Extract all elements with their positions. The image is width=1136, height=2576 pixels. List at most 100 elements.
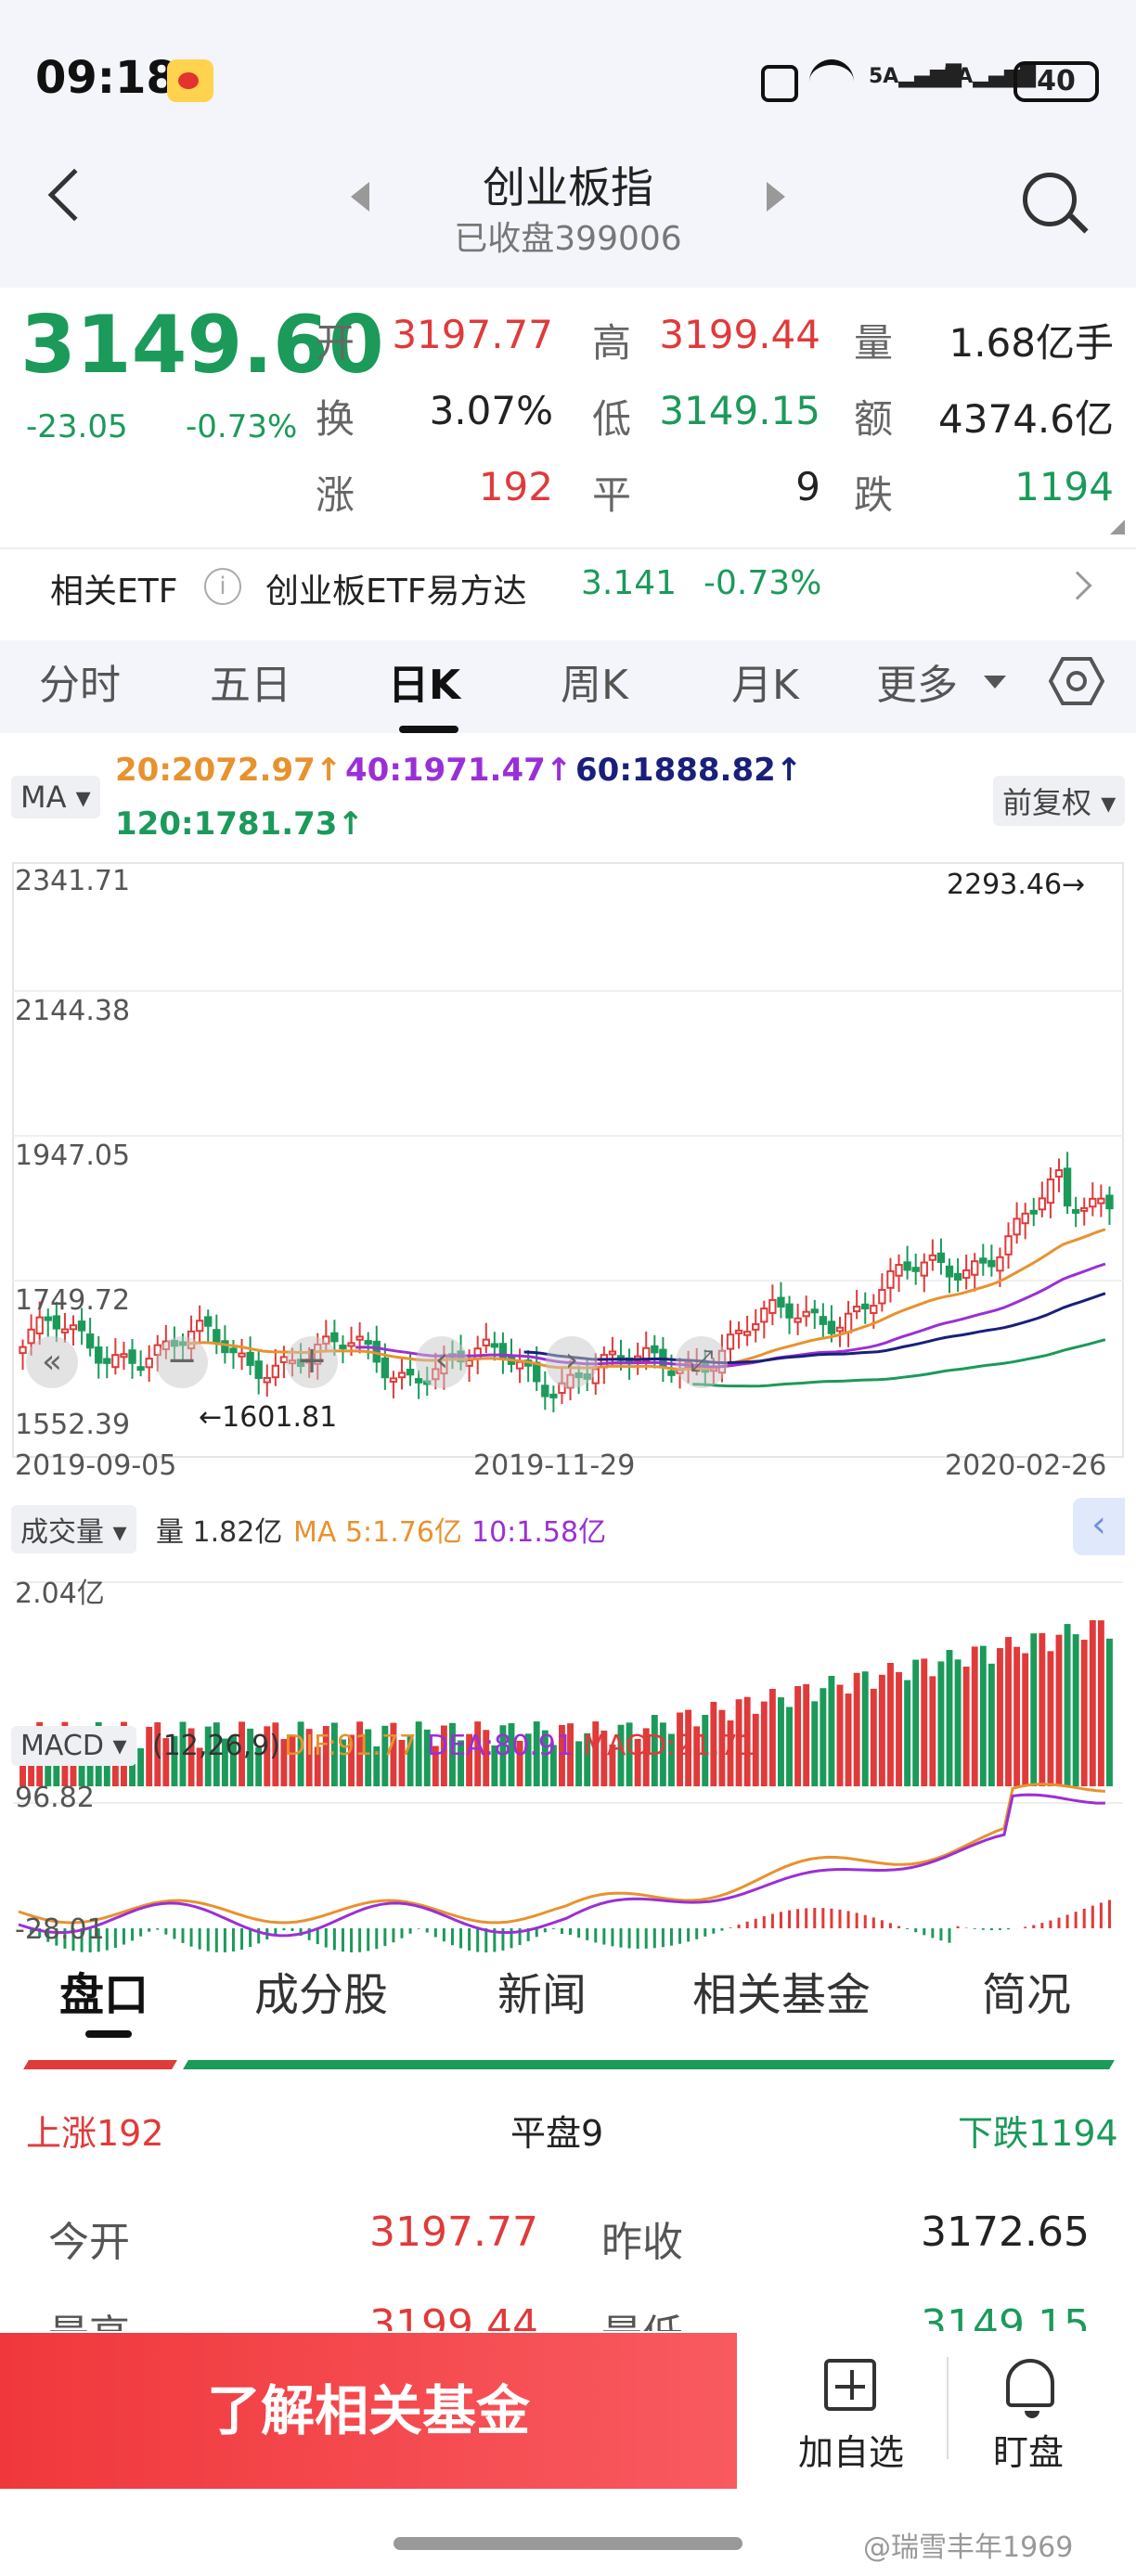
candle-body xyxy=(844,1312,853,1333)
fullscreen-icon[interactable]: ⤢ xyxy=(676,1336,728,1388)
candle-body xyxy=(667,1370,676,1376)
volume-bar xyxy=(971,1646,978,1786)
scroll-right-icon[interactable]: › xyxy=(546,1336,598,1388)
open-label: 开 xyxy=(316,320,355,366)
etf-label: 相关ETF xyxy=(50,573,178,611)
macd-selector[interactable]: MACD ▾ xyxy=(11,1726,136,1766)
rewind-icon[interactable]: « xyxy=(26,1336,78,1388)
low-label: 低 xyxy=(592,396,632,442)
expand-corner-icon[interactable] xyxy=(1110,520,1125,535)
candle-body xyxy=(339,1345,347,1350)
volume-bar xyxy=(836,1684,844,1786)
ma60-line xyxy=(523,1292,1106,1365)
settings-icon[interactable] xyxy=(1049,657,1104,705)
info-icon[interactable]: i xyxy=(204,568,241,605)
zoom-out-icon[interactable]: − xyxy=(156,1336,208,1388)
next-index-icon[interactable] xyxy=(767,182,785,212)
volume-bar xyxy=(786,1707,793,1786)
volume-bar xyxy=(247,1728,254,1786)
board-open-label: 今开 xyxy=(48,2219,130,2266)
volume-label: 量 xyxy=(854,320,894,366)
volume-bar xyxy=(533,1721,540,1786)
divider xyxy=(947,2357,949,2459)
volume-bar xyxy=(499,1725,507,1786)
weibo-icon xyxy=(167,59,213,102)
candle-body xyxy=(136,1366,145,1372)
tab-weekly-k[interactable]: 周K xyxy=(561,662,628,709)
adjust-label: 前复权 xyxy=(1002,785,1092,820)
volume-bar xyxy=(179,1721,187,1786)
tab-news[interactable]: 新闻 xyxy=(497,1969,587,2021)
candle-body xyxy=(895,1264,903,1277)
tab-intraday[interactable]: 分时 xyxy=(39,662,121,709)
breadth-down: 下跌1194 xyxy=(958,2113,1118,2154)
related-funds-button[interactable]: 了解相关基金 xyxy=(0,2333,737,2489)
advancers-label: 涨 xyxy=(316,472,355,518)
volume-value: 1.68亿手 xyxy=(949,320,1114,366)
etf-name[interactable]: 创业板ETF易方达 xyxy=(265,573,527,611)
volume-bar xyxy=(474,1721,482,1786)
volume-bar xyxy=(297,1721,304,1786)
volume-bar xyxy=(677,1712,683,1786)
volume-bar xyxy=(1097,1620,1104,1786)
volume-bar xyxy=(1064,1624,1071,1786)
candle-body xyxy=(364,1340,372,1346)
volume-bar xyxy=(516,1740,523,1786)
candle-body xyxy=(389,1377,398,1383)
volume-bar xyxy=(668,1733,675,1786)
volume-bar xyxy=(954,1659,962,1786)
ma-selector[interactable]: MA ▾ xyxy=(11,776,100,818)
candle-body xyxy=(381,1357,390,1379)
candle-body xyxy=(1054,1169,1064,1178)
volume-bar xyxy=(768,1689,776,1786)
tab-monthly-k[interactable]: 月K xyxy=(731,662,799,709)
tab-daily-k[interactable]: 日K xyxy=(388,662,461,709)
adjust-selector[interactable]: 前复权 ▾ xyxy=(993,776,1126,826)
home-indicator[interactable] xyxy=(394,2537,742,2550)
volume-bar xyxy=(356,1721,364,1786)
candle-body xyxy=(928,1254,937,1261)
add-watchlist-icon[interactable] xyxy=(824,2359,876,2411)
candle-body xyxy=(752,1322,760,1331)
candle-body xyxy=(777,1296,785,1308)
candle-body xyxy=(768,1298,777,1314)
tab-related-funds[interactable]: 相关基金 xyxy=(692,1969,871,2021)
volume-bar xyxy=(239,1721,245,1786)
zoom-in-icon[interactable]: + xyxy=(286,1336,338,1388)
unchanged-label: 平 xyxy=(592,472,632,518)
volume-bar xyxy=(373,1745,381,1786)
ma40-line xyxy=(355,1262,1106,1369)
search-icon[interactable] xyxy=(1023,173,1077,226)
volume-bar xyxy=(305,1729,313,1786)
volume-selector[interactable]: 成交量 ▾ xyxy=(11,1505,136,1553)
add-watchlist-label[interactable]: 加自选 xyxy=(798,2432,905,2473)
board-prev-close-value: 3172.65 xyxy=(921,2209,1090,2256)
candle-body xyxy=(1105,1194,1114,1210)
bell-icon[interactable] xyxy=(1006,2359,1054,2418)
candle-body xyxy=(760,1307,768,1323)
watch-label[interactable]: 盯盘 xyxy=(993,2432,1065,2473)
board-prev-close-label: 昨收 xyxy=(601,2219,683,2266)
volume-bar xyxy=(803,1683,810,1786)
volume-bar xyxy=(390,1722,397,1786)
breadth-bar-up xyxy=(23,2060,177,2069)
candle-body xyxy=(903,1261,911,1271)
x-tick-3: 2020-02-26 xyxy=(945,1449,1107,1482)
candle-body xyxy=(35,1316,44,1335)
tab-five-day[interactable]: 五日 xyxy=(210,662,291,709)
tab-constituents[interactable]: 成分股 xyxy=(254,1969,389,2021)
volume-bar xyxy=(432,1745,439,1786)
volume-bar xyxy=(904,1680,911,1786)
collapse-panel-icon[interactable]: ‹ xyxy=(1073,1498,1125,1555)
volume-bar xyxy=(154,1722,161,1786)
tab-more[interactable]: 更多 xyxy=(876,662,958,709)
x-tick-2: 2019-11-29 xyxy=(473,1449,636,1482)
candlestick-chart[interactable] xyxy=(0,844,1136,1958)
prev-index-icon[interactable] xyxy=(351,182,369,212)
tab-order-book[interactable]: 盘口 xyxy=(59,1969,149,2021)
tab-overview[interactable]: 简况 xyxy=(982,1969,1072,2021)
ma-lines xyxy=(187,1228,1106,1388)
scroll-left-icon[interactable]: ‹ xyxy=(416,1336,468,1388)
volume-bar xyxy=(1013,1646,1021,1786)
candle-body xyxy=(852,1306,861,1313)
